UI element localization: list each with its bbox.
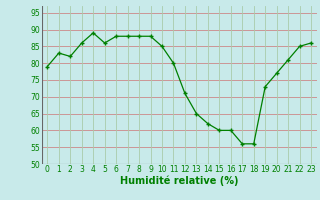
X-axis label: Humidité relative (%): Humidité relative (%) [120, 176, 238, 186]
